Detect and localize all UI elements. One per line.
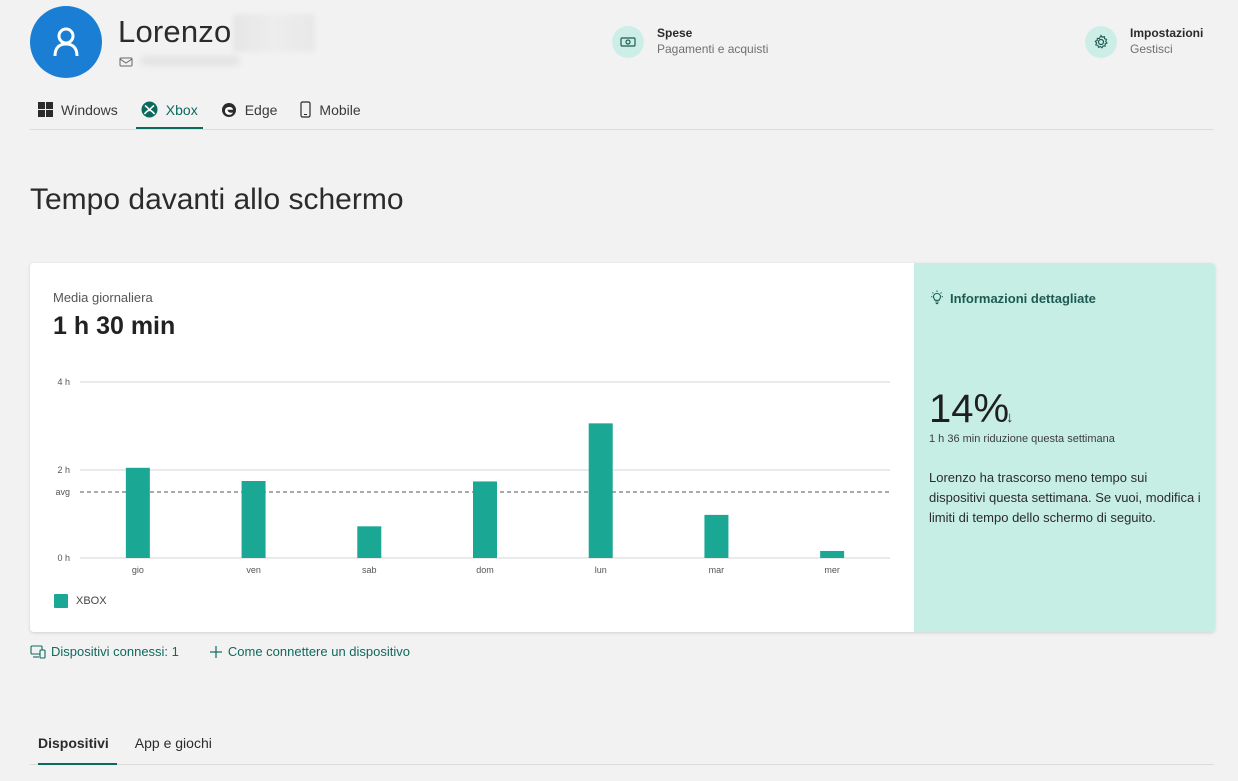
profile-name: Lorenzo: [118, 14, 232, 49]
insights-heading: Informazioni dettagliate: [929, 290, 1096, 306]
tab-apps-games[interactable]: App e giochi: [134, 735, 212, 751]
money-icon: [620, 37, 636, 47]
settings-link[interactable]: Impostazioni Gestisci: [1085, 26, 1203, 58]
x-tick-label: ven: [246, 565, 261, 575]
x-tick-label: mar: [709, 565, 725, 575]
bar-mar: [704, 514, 729, 558]
plus-icon: [209, 645, 222, 658]
y-tick-label: 2 h: [57, 465, 70, 475]
gear-icon: [1094, 34, 1108, 49]
mail-icon: [119, 57, 133, 67]
bar-mer: [820, 550, 845, 558]
avatar[interactable]: [30, 6, 102, 78]
bar-dom: [473, 481, 497, 558]
how-to-connect-label: Come connettere un dispositivo: [227, 644, 410, 659]
settings-icon-circle: [1085, 26, 1117, 58]
spending-subtitle: Pagamenti e acquisti: [657, 42, 769, 56]
y-tick-label: 4 h: [57, 377, 70, 387]
bar-ven: [241, 481, 266, 558]
x-tick-label: dom: [476, 565, 494, 575]
insights-title: Informazioni dettagliate: [950, 290, 1096, 306]
settings-subtitle: Gestisci: [1130, 42, 1173, 56]
lightbulb-icon: [931, 290, 943, 305]
bar-lun: [588, 423, 613, 558]
tab-windows[interactable]: Windows: [30, 90, 126, 129]
insights-panel: Informazioni dettagliate 14% ↓ 1 h 36 mi…: [914, 263, 1215, 632]
bar-gio: [125, 467, 150, 558]
chart-panel: Media giornaliera 1 h 30 min 4 h 2 h 0 h av…: [30, 263, 914, 632]
devices-icon: [30, 644, 46, 659]
legend-label: XBOX: [76, 595, 107, 607]
tab-label: Mobile: [319, 101, 361, 118]
tab-label: Edge: [244, 101, 278, 118]
tab-devices[interactable]: Dispositivi: [30, 727, 117, 765]
daily-average-label: Media giornaliera: [53, 290, 153, 305]
tab-mobile[interactable]: Mobile: [292, 90, 368, 129]
reduction-percent: 14%: [929, 387, 1010, 431]
x-tick-label: gio: [132, 565, 144, 575]
edge-icon: [221, 102, 236, 117]
x-tick-label: mer: [824, 565, 840, 575]
device-tabs: Windows Xbox Edge Mobile: [30, 90, 1214, 130]
x-tick-label: sab: [362, 565, 377, 575]
windows-icon: [38, 102, 53, 117]
page-title: Tempo davanti allo schermo: [30, 183, 404, 216]
mobile-icon: [300, 101, 312, 118]
average-label: avg: [55, 487, 70, 497]
person-icon: [53, 27, 79, 57]
spending-link[interactable]: Spese Pagamenti e acquisti: [612, 26, 768, 58]
x-tick-label: lun: [595, 565, 607, 575]
email-redaction: [140, 56, 240, 66]
content-tabs: Dispositivi App e giochi: [30, 727, 1214, 765]
settings-title: Impostazioni: [1130, 26, 1204, 40]
screen-time-chart: 4 h 2 h 0 h avg gio ven sab dom lun mar mer: [55, 377, 890, 575]
legend-swatch: [54, 594, 68, 608]
device-links: Dispositivi connessi: 1 Come connettere …: [30, 644, 410, 659]
reduction-subtitle: 1 h 36 min riduzione questa settimana: [929, 433, 1115, 445]
xbox-icon: [141, 101, 158, 118]
insight-description: Lorenzo ha trascorso meno tempo sui disp…: [929, 470, 1201, 525]
connected-devices-link[interactable]: Dispositivi connessi: 1: [30, 644, 179, 659]
connected-devices-label: Dispositivi connessi: 1: [51, 644, 179, 659]
tab-label: Xbox: [165, 101, 198, 118]
tab-xbox[interactable]: Xbox: [133, 90, 206, 129]
spending-title: Spese: [657, 26, 693, 40]
how-to-connect-link[interactable]: Come connettere un dispositivo: [209, 644, 410, 659]
bar-sab: [357, 526, 382, 558]
spending-icon-circle: [612, 26, 644, 58]
chart-legend: XBOX: [54, 594, 107, 608]
name-redaction: [233, 14, 315, 52]
screen-time-card: Media giornaliera 1 h 30 min 4 h 2 h 0 h av…: [30, 263, 1215, 632]
y-tick-label: 0 h: [57, 553, 70, 563]
down-arrow-icon: ↓: [1006, 409, 1014, 426]
tab-edge[interactable]: Edge: [213, 90, 286, 129]
tab-label: Windows: [61, 101, 118, 118]
daily-average-value: 1 h 30 min: [53, 312, 176, 340]
